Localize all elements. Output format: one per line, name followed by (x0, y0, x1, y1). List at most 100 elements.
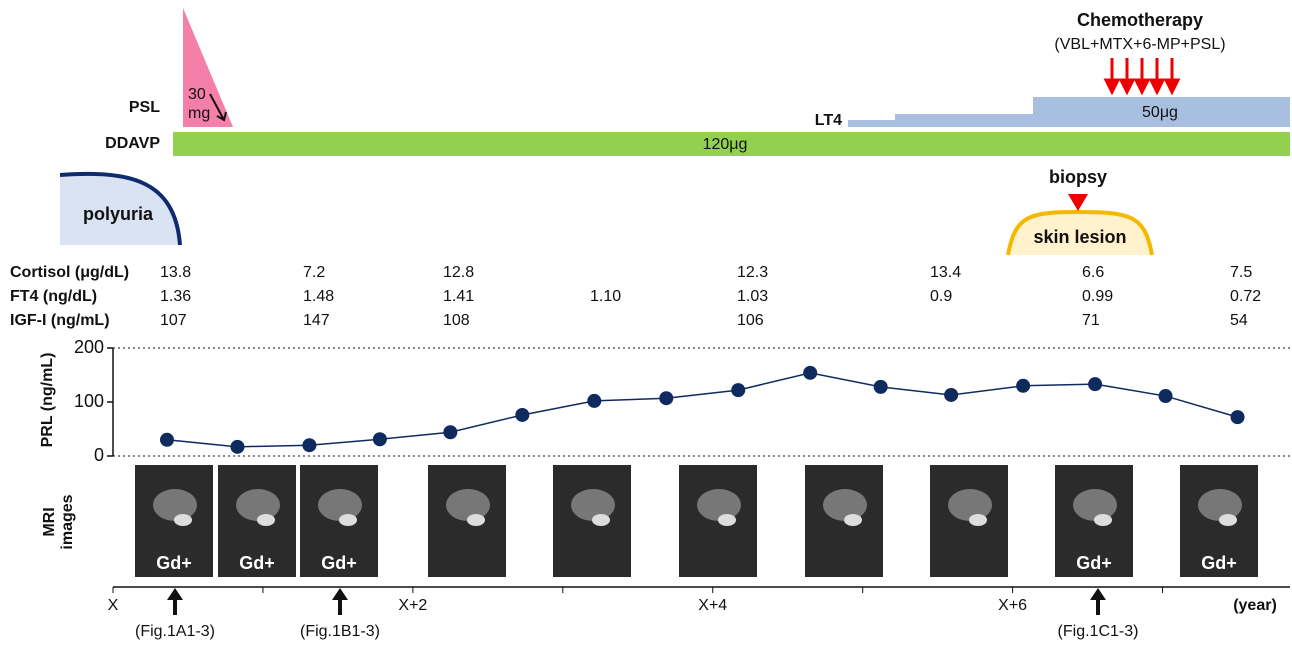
prl-point (659, 391, 674, 406)
y-tick-label: 100 (74, 391, 104, 411)
mri-structure (697, 489, 741, 521)
lab-value: 1.48 (303, 288, 334, 305)
prl-point (1230, 410, 1245, 425)
lab-value: 0.72 (1230, 288, 1261, 305)
mri-structure (339, 514, 357, 526)
lab-value: 1.10 (590, 288, 621, 305)
ddavp-bar (173, 132, 1290, 156)
mri-structure (592, 514, 610, 526)
y-tick-label: 200 (74, 337, 104, 357)
mri-image (553, 465, 631, 577)
mri-image (1055, 465, 1133, 577)
polyuria-area (60, 173, 178, 245)
x-tick-label: X (108, 597, 119, 614)
mri-structure (1094, 514, 1112, 526)
lab-value: 13.8 (160, 264, 191, 281)
mri-structure (318, 489, 362, 521)
gd-label: Gd+ (156, 553, 192, 573)
mri-structure (1198, 489, 1242, 521)
prl-point (230, 439, 245, 454)
ref-arrowhead (332, 588, 348, 600)
lt4-bar (848, 97, 1290, 127)
biopsy-marker (1068, 194, 1088, 211)
psl-dose: 30 (188, 86, 206, 103)
mri-structure (948, 489, 992, 521)
lab-value: 108 (443, 312, 470, 329)
ddavp-label: DDAVP (105, 135, 160, 152)
prl-point (1016, 378, 1031, 393)
prl-point (515, 407, 530, 422)
mri-image (428, 465, 506, 577)
taper-arrow (209, 93, 227, 122)
ref-arrowhead (1090, 588, 1106, 600)
ddavp-dose: 120μg (703, 136, 748, 153)
mri-structure (823, 489, 867, 521)
skin-lesion-label: skin lesion (1033, 227, 1126, 247)
prl-point (731, 383, 746, 398)
chemo-title: Chemotherapy (1077, 10, 1203, 30)
mri-structure (1219, 514, 1237, 526)
x-tick-label: X+6 (998, 597, 1027, 614)
lab-value: 1.41 (443, 288, 474, 305)
mri-label: MRI (41, 507, 58, 536)
mri-structure (153, 489, 197, 521)
prl-point (372, 432, 387, 447)
mri-structure (1073, 489, 1117, 521)
gd-label: Gd+ (321, 553, 357, 573)
biopsy-label: biopsy (1049, 167, 1107, 187)
mri-image (135, 465, 213, 577)
prl-point (159, 432, 174, 447)
mri-structure (467, 514, 485, 526)
lab-value: 107 (160, 312, 187, 329)
mri-structure (446, 489, 490, 521)
polyuria-label: polyuria (83, 204, 154, 224)
mri-structure (718, 514, 736, 526)
ref-arrowhead (167, 588, 183, 600)
mri-image (805, 465, 883, 577)
mri-structure (571, 489, 615, 521)
mri-image (679, 465, 757, 577)
lab-value: 7.2 (303, 264, 325, 281)
mri-image (218, 465, 296, 577)
figure-ref: (Fig.1A1-3) (135, 623, 215, 640)
prl-line (166, 372, 1238, 448)
mri-structure (257, 514, 275, 526)
prl-point (443, 425, 458, 440)
lab-value: 1.36 (160, 288, 191, 305)
lab-value: 0.9 (930, 288, 952, 305)
psl-label: PSL (129, 99, 160, 116)
prl-point (302, 438, 317, 453)
mri-label: images (59, 494, 76, 549)
lab-value: 12.8 (443, 264, 474, 281)
lab-value: 6.6 (1082, 264, 1104, 281)
mri-structure (236, 489, 280, 521)
mri-image (300, 465, 378, 577)
prl-point (1158, 389, 1173, 404)
mri-structure (174, 514, 192, 526)
prl-point (944, 387, 959, 402)
lab-name: IGF-I (ng/mL) (10, 312, 110, 329)
lt4-label: LT4 (815, 112, 842, 129)
y-tick-label: 0 (94, 445, 104, 465)
gd-label: Gd+ (239, 553, 275, 573)
mri-image (1180, 465, 1258, 577)
x-axis-label: (year) (1233, 597, 1277, 614)
prl-point (587, 393, 602, 408)
gd-label: Gd+ (1076, 553, 1112, 573)
lab-value: 13.4 (930, 264, 961, 281)
x-tick-label: X+4 (698, 597, 727, 614)
lab-name: Cortisol (μg/dL) (10, 264, 129, 281)
mri-image (930, 465, 1008, 577)
lab-name: FT4 (ng/dL) (10, 288, 97, 305)
lab-value: 12.3 (737, 264, 768, 281)
figure-ref: (Fig.1B1-3) (300, 623, 380, 640)
prl-point (873, 379, 888, 394)
mri-structure (844, 514, 862, 526)
chemo-regimen: (VBL+MTX+6-MP+PSL) (1054, 36, 1225, 53)
y-axis-label: PRL (ng/mL) (39, 353, 56, 448)
skin-lesion-shape (1006, 209, 1154, 256)
lab-value: 71 (1082, 312, 1100, 329)
lab-value: 147 (303, 312, 330, 329)
psl-dose: mg (188, 105, 210, 122)
